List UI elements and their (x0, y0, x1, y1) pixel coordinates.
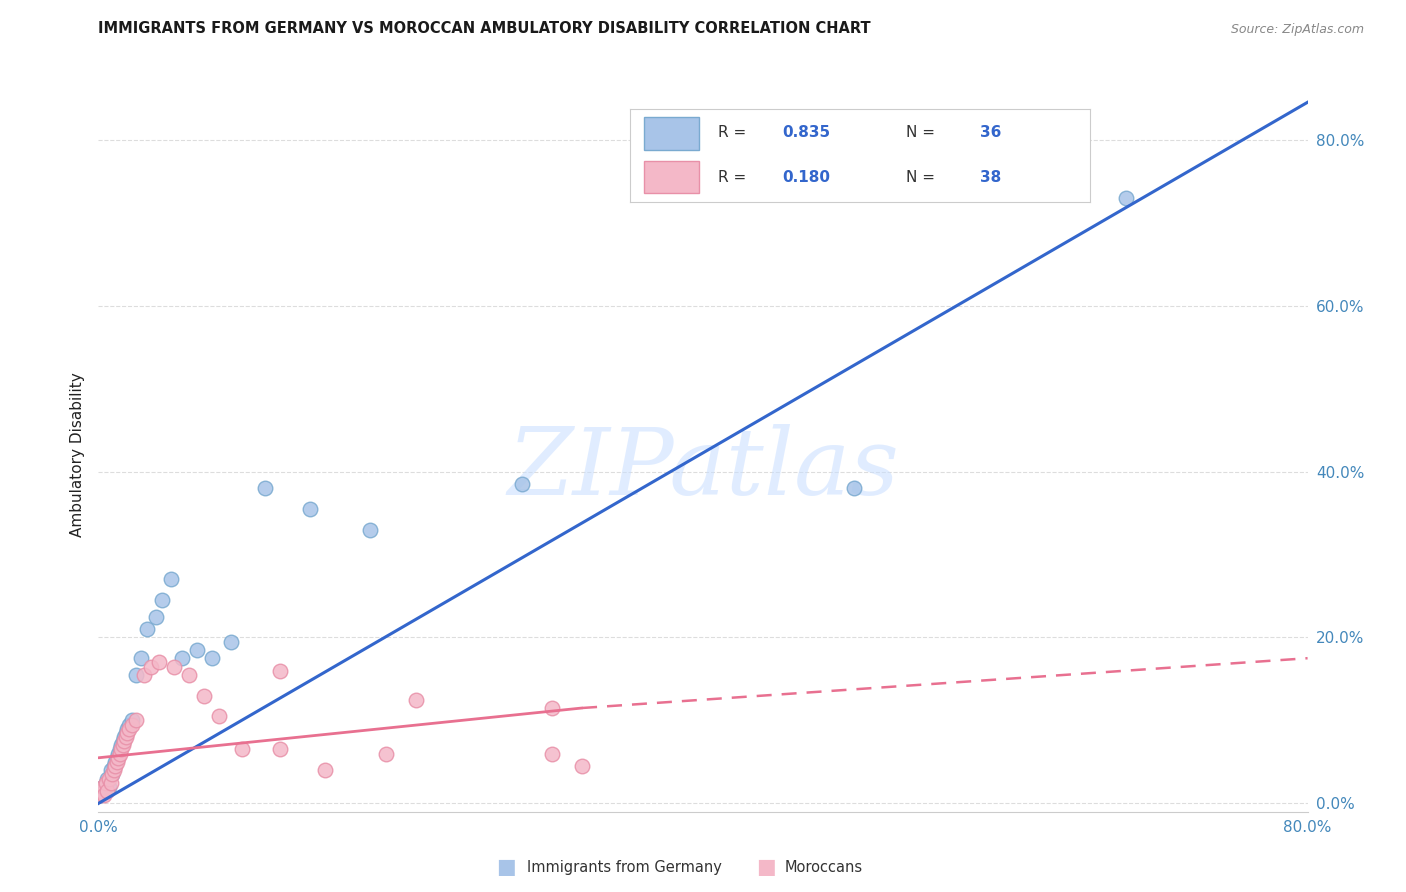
Point (121, 714, 143, 728)
Point (160, 573, 183, 587)
Point (105, 751, 128, 765)
Point (148, 656, 170, 670)
Point (112, 730, 135, 744)
Point (141, 659, 163, 673)
Point (405, 692, 427, 706)
Point (170, 651, 193, 665)
Point (221, 634, 243, 648)
Point (314, 763, 336, 777)
Point (360, 523, 382, 537)
Point (125, 714, 148, 728)
Point (208, 709, 231, 723)
Point (269, 664, 291, 678)
Point (540, 747, 562, 761)
Text: Moroccans: Moroccans (785, 860, 863, 874)
Point (101, 767, 124, 781)
Text: IMMIGRANTS FROM GERMANY VS MOROCCAN AMBULATORY DISABILITY CORRELATION CHART: IMMIGRANTS FROM GERMANY VS MOROCCAN AMBU… (98, 21, 872, 36)
Point (299, 501, 322, 516)
Point (107, 747, 129, 761)
Point (118, 722, 141, 736)
Point (253, 481, 276, 495)
Point (114, 726, 136, 740)
Point (104, 755, 127, 769)
Point (103, 763, 125, 777)
Point (163, 659, 186, 673)
Point (115, 722, 138, 736)
Point (100, 763, 122, 777)
Point (108, 747, 131, 761)
Point (231, 742, 253, 756)
Point (110, 739, 132, 753)
Point (132, 668, 155, 682)
Point (100, 775, 122, 789)
Point (90, 788, 112, 802)
Point (112, 734, 135, 748)
Point (145, 609, 167, 624)
Point (101, 767, 124, 781)
Point (94, 775, 117, 789)
Point (150, 593, 173, 607)
Point (844, 481, 866, 495)
Point (105, 755, 128, 769)
Point (91, 780, 114, 794)
Point (107, 751, 129, 765)
Point (540, 701, 562, 715)
Text: Source: ZipAtlas.com: Source: ZipAtlas.com (1230, 22, 1364, 36)
Point (269, 742, 291, 756)
Text: ■: ■ (496, 857, 516, 877)
Point (91, 780, 114, 794)
Point (89, 788, 111, 802)
Point (93, 788, 115, 802)
Point (135, 622, 157, 636)
Text: Immigrants from Germany: Immigrants from Germany (527, 860, 723, 874)
Point (90, 784, 112, 798)
Point (94, 775, 117, 789)
Point (111, 734, 134, 748)
Point (571, 759, 593, 773)
Point (111, 739, 134, 753)
Text: ZIPatlas: ZIPatlas (508, 425, 898, 514)
Point (93, 784, 115, 798)
Point (125, 668, 148, 682)
Point (1115, 191, 1137, 205)
Point (186, 643, 208, 657)
Point (96, 772, 118, 786)
Point (118, 717, 141, 731)
Point (510, 477, 533, 491)
Point (104, 759, 127, 773)
Point (115, 726, 138, 740)
Point (110, 742, 132, 756)
Text: ■: ■ (756, 857, 776, 877)
Y-axis label: Ambulatory Disability: Ambulatory Disability (70, 373, 86, 537)
Point (201, 651, 224, 665)
Point (103, 759, 125, 773)
Point (179, 668, 201, 682)
Point (108, 742, 131, 756)
Point (98, 772, 121, 786)
Point (98, 780, 121, 794)
Point (121, 717, 143, 731)
Point (114, 730, 136, 744)
Point (193, 689, 215, 703)
Point (374, 747, 396, 761)
Point (96, 784, 118, 798)
Point (129, 651, 152, 665)
